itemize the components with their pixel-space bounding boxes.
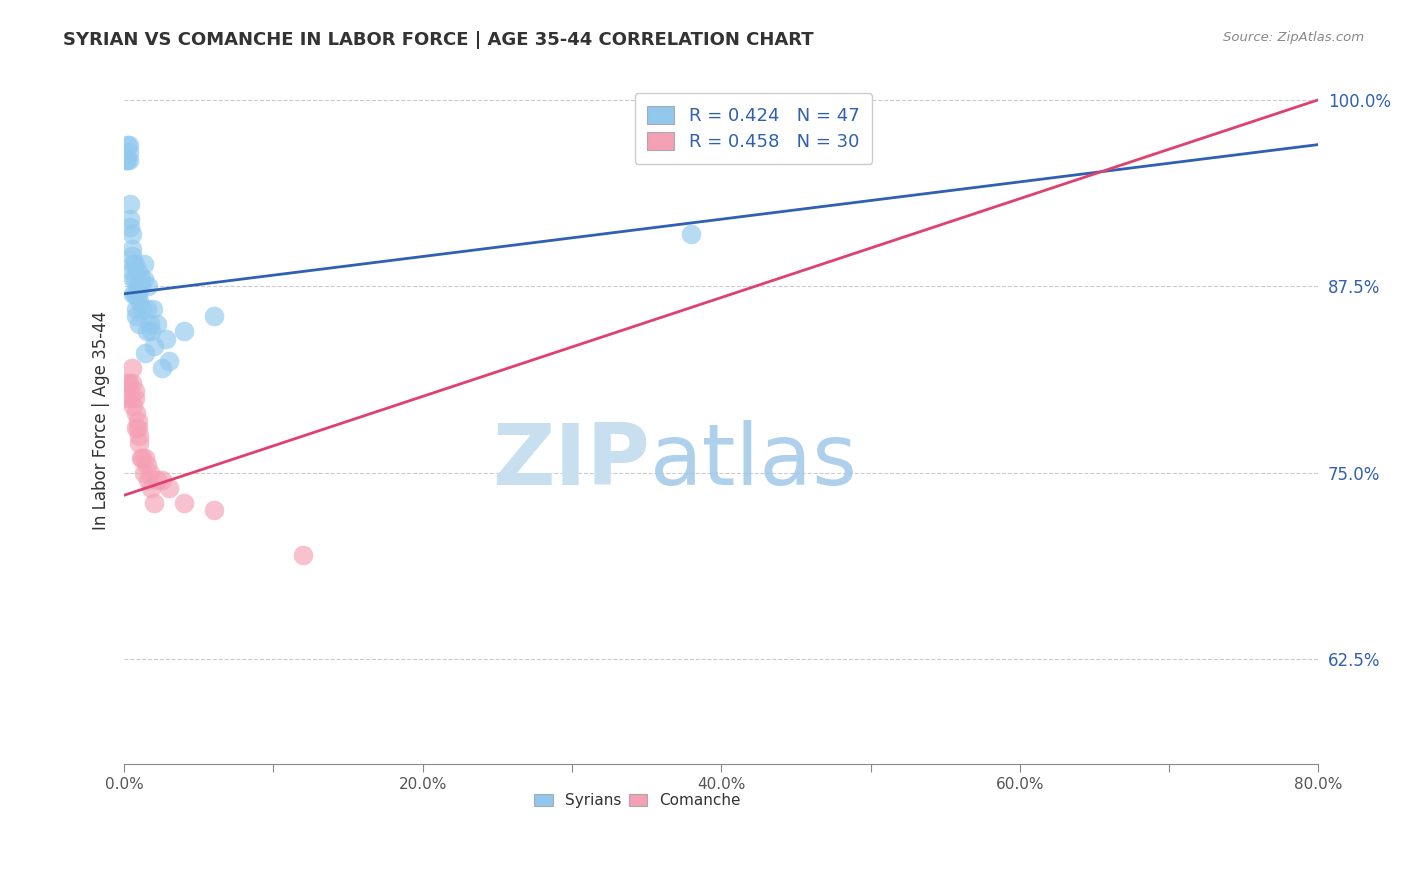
Point — [122, 399, 145, 413]
Point — [121, 250, 143, 264]
Point — [115, 137, 138, 152]
Point — [120, 391, 142, 405]
Point — [135, 458, 157, 473]
Point — [292, 548, 315, 562]
Point — [118, 137, 141, 152]
Point — [118, 153, 141, 167]
Point — [121, 361, 143, 376]
Point — [134, 450, 156, 465]
Point — [139, 324, 162, 338]
Point — [122, 257, 145, 271]
Point — [125, 421, 148, 435]
Point — [127, 414, 149, 428]
Point — [118, 376, 141, 391]
Point — [124, 391, 146, 405]
Point — [142, 301, 165, 316]
Point — [132, 272, 155, 286]
Point — [128, 294, 150, 309]
Point — [146, 473, 169, 487]
Point — [120, 197, 142, 211]
Point — [122, 286, 145, 301]
Point — [120, 212, 142, 227]
Point — [132, 257, 155, 271]
Point — [125, 301, 148, 316]
Point — [128, 436, 150, 450]
Point — [157, 354, 180, 368]
Text: Source: ZipAtlas.com: Source: ZipAtlas.com — [1223, 31, 1364, 45]
Point — [131, 450, 153, 465]
Point — [129, 450, 152, 465]
Text: ZIP: ZIP — [492, 420, 650, 503]
Point — [121, 227, 143, 241]
Point — [118, 145, 141, 159]
Point — [134, 346, 156, 360]
Point — [157, 481, 180, 495]
Point — [146, 317, 169, 331]
Point — [127, 264, 149, 278]
Point — [143, 496, 166, 510]
Point — [127, 286, 149, 301]
Point — [173, 324, 195, 338]
Point — [135, 301, 157, 316]
Point — [120, 219, 142, 234]
Point — [124, 286, 146, 301]
Point — [115, 376, 138, 391]
Point — [127, 421, 149, 435]
Point — [139, 481, 162, 495]
Point — [135, 324, 157, 338]
Point — [128, 317, 150, 331]
Point — [131, 301, 153, 316]
Point — [150, 361, 173, 376]
Point — [127, 279, 149, 293]
Point — [129, 279, 152, 293]
Legend: Syrians, Comanche: Syrians, Comanche — [529, 788, 747, 814]
Point — [124, 257, 146, 271]
Point — [136, 279, 159, 293]
Point — [121, 264, 143, 278]
Point — [125, 309, 148, 323]
Point — [125, 406, 148, 420]
Point — [124, 384, 146, 398]
Point — [202, 309, 225, 323]
Point — [115, 153, 138, 167]
Point — [173, 496, 195, 510]
Point — [138, 317, 160, 331]
Point — [129, 272, 152, 286]
Point — [114, 391, 136, 405]
Point — [155, 332, 177, 346]
Point — [132, 466, 155, 480]
Text: SYRIAN VS COMANCHE IN LABOR FORCE | AGE 35-44 CORRELATION CHART: SYRIAN VS COMANCHE IN LABOR FORCE | AGE … — [63, 31, 814, 49]
Point — [125, 286, 148, 301]
Point — [150, 473, 173, 487]
Point — [681, 227, 703, 241]
Point — [121, 242, 143, 256]
Point — [143, 339, 166, 353]
Text: atlas: atlas — [650, 420, 858, 503]
Point — [202, 503, 225, 517]
Point — [121, 376, 143, 391]
Point — [138, 466, 160, 480]
Y-axis label: In Labor Force | Age 35-44: In Labor Force | Age 35-44 — [93, 311, 110, 530]
Point — [122, 272, 145, 286]
Point — [136, 473, 159, 487]
Point — [124, 272, 146, 286]
Point — [128, 428, 150, 442]
Point — [114, 153, 136, 167]
